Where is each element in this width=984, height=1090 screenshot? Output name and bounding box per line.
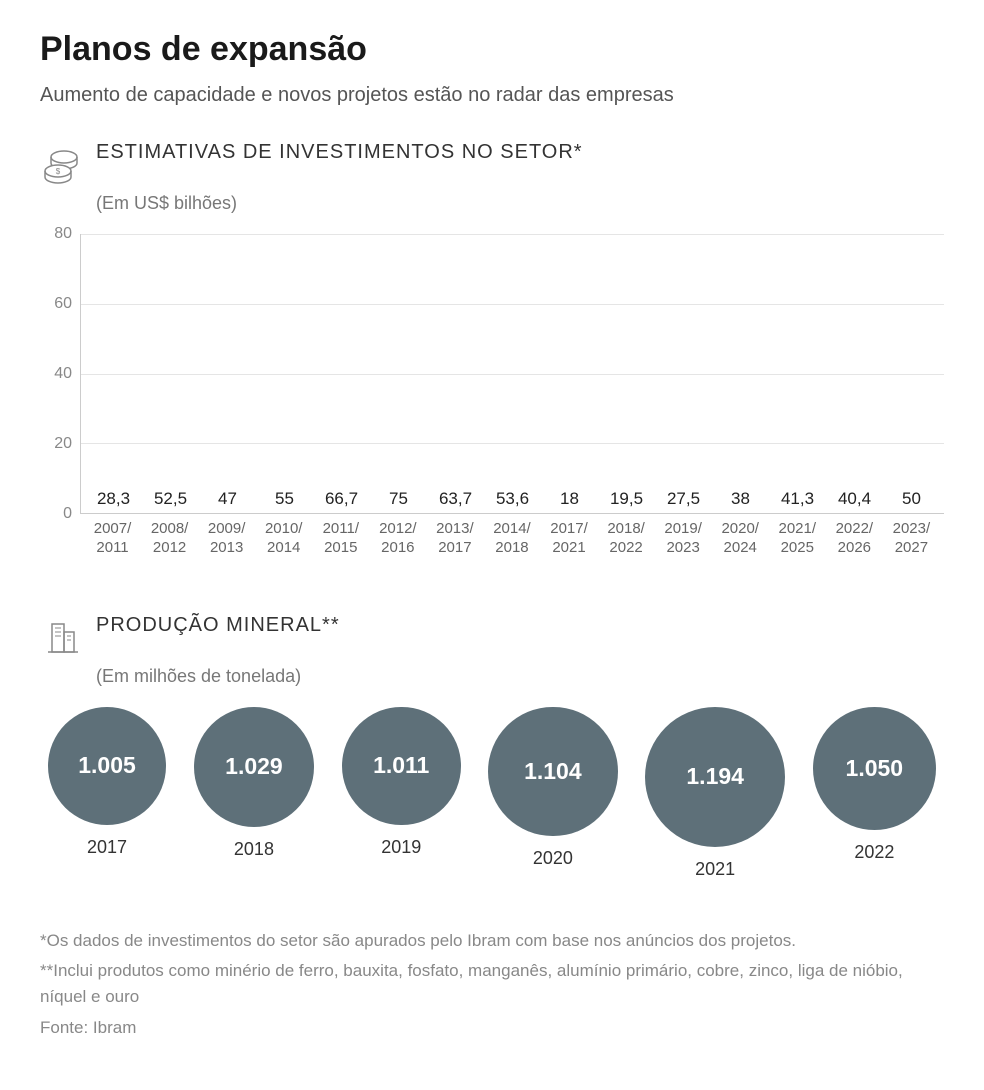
x-axis-label: 2012/2016: [372, 520, 423, 558]
production-circle: 1.011: [342, 707, 461, 826]
bar-item: 75: [373, 489, 424, 513]
x-axis-label: 2021/2025: [772, 520, 823, 558]
x-axis-label: 2023/2027: [886, 520, 937, 558]
coins-icon: $: [40, 141, 84, 185]
y-axis: 020406080: [40, 234, 80, 514]
bar-value-label: 50: [902, 489, 921, 509]
bar-item: 63,7: [430, 489, 481, 513]
y-tick: 80: [54, 225, 72, 243]
x-axis-label: 2007/2011: [87, 520, 138, 558]
bar-value-label: 47: [218, 489, 237, 509]
y-tick: 60: [54, 295, 72, 313]
production-circle-item: 1.005 2017: [48, 707, 166, 880]
bar-item: 38: [715, 489, 766, 513]
investments-title: ESTIMATIVAS DE INVESTIMENTOS NO SETOR*: [96, 141, 583, 164]
bar-value-label: 53,6: [496, 489, 529, 509]
bar-value-label: 66,7: [325, 489, 358, 509]
bar-value-label: 55: [275, 489, 294, 509]
bar-item: 47: [202, 489, 253, 513]
y-tick: 20: [54, 435, 72, 453]
production-year: 2019: [381, 837, 421, 858]
x-axis-label: 2014/2018: [486, 520, 537, 558]
bar-value-label: 75: [389, 489, 408, 509]
investments-unit: (Em US$ bilhões): [96, 193, 944, 214]
production-title: PRODUÇÃO MINERAL**: [96, 614, 340, 637]
page-subtitle: Aumento de capacidade e novos projetos e…: [40, 81, 944, 109]
footnotes: *Os dados de investimentos do setor são …: [40, 928, 944, 1041]
bar-item: 66,7: [316, 489, 367, 513]
production-year: 2020: [533, 848, 573, 869]
production-circle-item: 1.104 2020: [488, 707, 618, 880]
production-circle-item: 1.029 2018: [194, 707, 315, 880]
bar-value-label: 52,5: [154, 489, 187, 509]
production-header: PRODUÇÃO MINERAL**: [40, 614, 944, 658]
y-tick: 0: [63, 505, 72, 523]
bar-item: 28,3: [88, 489, 139, 513]
page-title: Planos de expansão: [40, 30, 944, 69]
bar-value-label: 63,7: [439, 489, 472, 509]
x-axis-label: 2022/2026: [829, 520, 880, 558]
bar-value-label: 40,4: [838, 489, 871, 509]
bar-item: 50: [886, 489, 937, 513]
production-circle-item: 1.194 2021: [645, 707, 785, 880]
x-axis-label: 2008/2012: [144, 520, 195, 558]
x-axis-label: 2020/2024: [715, 520, 766, 558]
production-circles: 1.005 2017 1.029 2018 1.011 2019 1.104 2020 1.19…: [40, 707, 944, 880]
x-axis-label: 2017/2021: [544, 520, 595, 558]
investments-chart: 020406080 28,352,5475566,77563,753,61819…: [40, 234, 944, 558]
production-circle-item: 1.050 2022: [813, 707, 936, 880]
y-tick: 40: [54, 365, 72, 383]
bar-value-label: 41,3: [781, 489, 814, 509]
production-circle: 1.005: [48, 707, 166, 825]
bar-value-label: 28,3: [97, 489, 130, 509]
production-circle-item: 1.011 2019: [342, 707, 461, 880]
production-circle: 1.050: [813, 707, 936, 830]
investments-header: $ ESTIMATIVAS DE INVESTIMENTOS NO SETOR*: [40, 141, 944, 185]
production-circle: 1.104: [488, 707, 618, 837]
production-unit: (Em milhões de tonelada): [96, 666, 944, 687]
bar-value-label: 19,5: [610, 489, 643, 509]
building-icon: [40, 614, 84, 658]
x-axis-label: 2009/2013: [201, 520, 252, 558]
bar-item: 53,6: [487, 489, 538, 513]
bar-value-label: 18: [560, 489, 579, 509]
bar-item: 27,5: [658, 489, 709, 513]
bar-item: 18: [544, 489, 595, 513]
x-axis-label: 2011/2015: [315, 520, 366, 558]
chart-plot: 28,3 52,5 47 55 66,7 75 63,7 53,6 18 19,5 27,5 38 41…: [80, 234, 944, 514]
bar-value-label: 38: [731, 489, 750, 509]
production-circle: 1.029: [194, 707, 315, 828]
production-year: 2022: [854, 842, 894, 863]
bar-item: 55: [259, 489, 310, 513]
footnote-2: **Inclui produtos como minério de ferro,…: [40, 958, 944, 1011]
x-axis-label: 2013/2017: [429, 520, 480, 558]
svg-text:$: $: [56, 167, 61, 176]
production-circle: 1.194: [645, 707, 785, 847]
bar-item: 40,4: [829, 489, 880, 513]
production-year: 2021: [695, 859, 735, 880]
x-axis-label: 2018/2022: [601, 520, 652, 558]
bar-item: 41,3: [772, 489, 823, 513]
production-year: 2018: [234, 839, 274, 860]
footnote-source: Fonte: Ibram: [40, 1015, 944, 1041]
production-year: 2017: [87, 837, 127, 858]
x-axis-label: 2019/2023: [658, 520, 709, 558]
bar-value-label: 27,5: [667, 489, 700, 509]
x-axis-label: 2010/2014: [258, 520, 309, 558]
x-axis-labels: 2007/20112008/20122009/20132010/20142011…: [80, 514, 944, 558]
bar-item: 19,5: [601, 489, 652, 513]
bar-item: 52,5: [145, 489, 196, 513]
footnote-1: *Os dados de investimentos do setor são …: [40, 928, 944, 954]
